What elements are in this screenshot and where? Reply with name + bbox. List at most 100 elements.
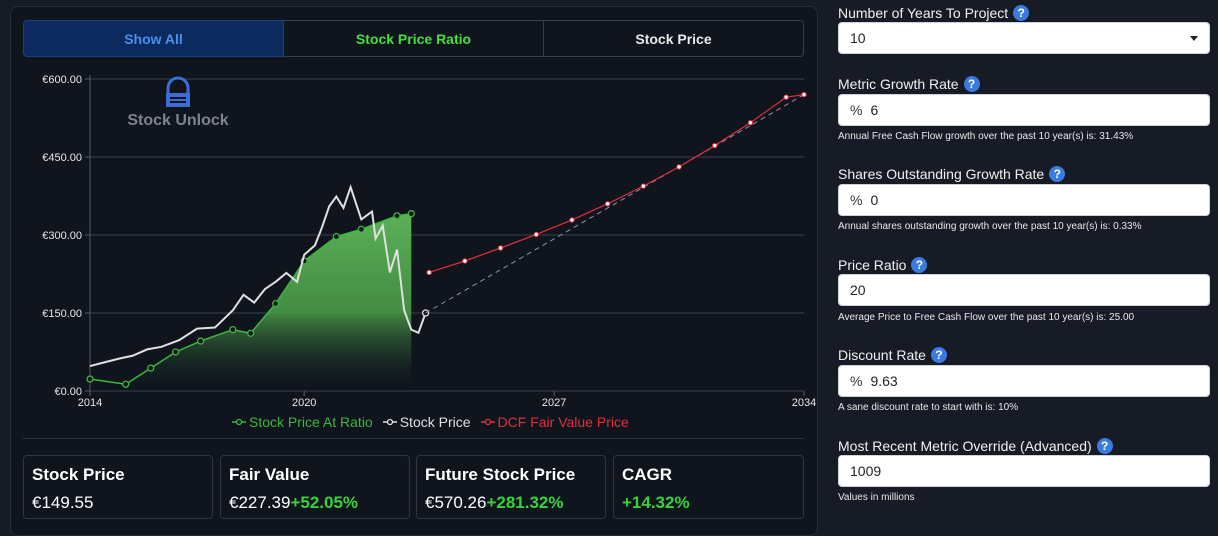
discount-value: 9.63: [870, 373, 898, 389]
help-icon[interactable]: ?: [1049, 166, 1066, 182]
dcf-point: [569, 217, 575, 223]
dcf-point: [462, 258, 468, 264]
price-ratio-label-text: Price Ratio: [838, 257, 907, 273]
ratio-point: [197, 337, 205, 345]
x-tick-label: 2034: [792, 397, 816, 409]
years-label: Number of Years To Project ?: [838, 5, 1030, 21]
price-series-line: [89, 184, 427, 368]
dcf-point: [533, 231, 539, 238]
stat-title: Fair Value: [229, 465, 310, 484]
stat-value: €570.26: [425, 493, 487, 512]
discount-hint: A sane discount rate to start with is: 1…: [838, 402, 1019, 413]
ratio-point: [332, 232, 340, 241]
metric-growth-input[interactable]: % 6: [838, 94, 1210, 126]
ratio-point: [357, 225, 365, 233]
legend-item-price[interactable]: Stock Price: [382, 414, 471, 430]
discount-label-text: Discount Rate: [838, 347, 926, 363]
dcf-point: [676, 164, 682, 170]
dcf-point: [497, 245, 504, 251]
watermark: Stock Unlock: [127, 76, 229, 129]
help-icon[interactable]: ?: [930, 347, 947, 363]
ratio-point: [246, 329, 255, 337]
chart: Stock Unlock €0.00 €150.00 €300.00 €450.00 €…: [42, 74, 816, 409]
shares-growth-label: Shares Outstanding Growth Rate ?: [838, 166, 1066, 182]
projection-trend-line: [425, 94, 805, 314]
legend-label-ratio: Stock Price At Ratio: [249, 414, 373, 430]
stat-value: €149.55: [32, 493, 94, 512]
override-value: 1009: [850, 463, 882, 479]
dcf-series-line: [428, 94, 805, 274]
legend-item-ratio[interactable]: Stock Price At Ratio: [232, 414, 373, 430]
help-icon[interactable]: ?: [911, 257, 928, 273]
override-input[interactable]: 1009: [838, 455, 1210, 487]
dcf-point: [783, 94, 789, 100]
discount-input[interactable]: % 9.63: [838, 365, 1210, 397]
y-tick-label: €0.00: [54, 386, 82, 398]
shares-growth-input[interactable]: % 0: [838, 184, 1210, 216]
stat-title: Stock Price: [32, 465, 125, 484]
stat-cagr: CAGR +14.32%: [613, 455, 804, 519]
chart-card: [10, 6, 818, 536]
override-label-text: Most Recent Metric Override (Advanced): [838, 438, 1092, 454]
stat-stock-price: Stock Price €149.55: [23, 455, 213, 519]
tab-show-all[interactable]: Show All: [23, 20, 284, 57]
y-tick-label: €450.00: [42, 152, 82, 164]
stat-value: €227.39: [229, 493, 291, 512]
percent-prefix: %: [850, 192, 863, 208]
percent-prefix: %: [850, 373, 863, 389]
watermark-text: Stock Unlock: [127, 112, 228, 129]
stat-future-price: Future Stock Price €570.26+281.32%: [416, 455, 606, 519]
metric-growth-label: Metric Growth Rate ?: [838, 76, 980, 92]
legend-label-price: Stock Price: [399, 414, 471, 430]
price-ratio-input[interactable]: 20: [838, 274, 1210, 306]
divider: [23, 438, 804, 439]
shares-growth-hint: Annual shares outstanding growth over th…: [838, 221, 1142, 232]
y-tick-label: €150.00: [42, 308, 82, 320]
x-tick-label: 2020: [292, 397, 316, 409]
ratio-point: [86, 375, 94, 383]
ratio-point: [122, 380, 130, 388]
help-icon[interactable]: ?: [1013, 5, 1030, 21]
stat-change: +281.32%: [486, 493, 564, 512]
help-icon[interactable]: ?: [1096, 438, 1113, 454]
ratio-area: [90, 213, 412, 391]
chevron-down-icon: [1190, 36, 1198, 41]
dcf-point: [604, 201, 611, 207]
ratio-point: [172, 348, 180, 356]
metric-growth-label-text: Metric Growth Rate: [838, 76, 959, 92]
dcf-point: [712, 142, 718, 149]
legend-label-dcf: DCF Fair Value Price: [497, 414, 629, 430]
override-label: Most Recent Metric Override (Advanced) ?: [838, 438, 1113, 454]
years-select[interactable]: 10: [838, 22, 1210, 54]
ratio-point: [393, 212, 401, 220]
price-ratio-value: 20: [850, 282, 866, 298]
dcf-point: [801, 91, 807, 98]
shares-growth-value: 0: [870, 192, 879, 208]
help-icon[interactable]: ?: [963, 76, 980, 92]
metric-growth-value: 6: [870, 102, 879, 118]
ratio-point: [229, 325, 237, 334]
dcf-point: [640, 183, 647, 189]
years-select-value: 10: [850, 30, 866, 46]
y-tick-label: €600.00: [42, 74, 82, 86]
years-label-text: Number of Years To Project: [838, 5, 1009, 21]
discount-label: Discount Rate ?: [838, 347, 947, 363]
stat-title: CAGR: [622, 465, 673, 484]
tab-stock-price-ratio[interactable]: Stock Price Ratio: [284, 20, 544, 57]
legend-item-dcf[interactable]: DCF Fair Value Price: [480, 414, 629, 430]
metric-growth-hint: Annual Free Cash Flow growth over the pa…: [838, 131, 1134, 142]
legend-line-white-icon: [382, 418, 397, 426]
x-tick-label: 2014: [78, 397, 102, 409]
dcf-point: [426, 269, 432, 276]
shares-growth-label-text: Shares Outstanding Growth Rate: [838, 166, 1045, 182]
stat-fair-value: Fair Value €227.39+52.05%: [220, 455, 410, 519]
chart-tabs: Show All Stock Price Ratio Stock Price: [23, 20, 804, 57]
y-tick-label: €300.00: [42, 230, 82, 242]
percent-prefix: %: [850, 102, 863, 118]
ratio-point: [147, 364, 155, 372]
stat-title: Future Stock Price: [425, 465, 576, 484]
stat-change: +14.32%: [622, 493, 690, 512]
tab-stock-price[interactable]: Stock Price: [544, 20, 804, 57]
price-ratio-label: Price Ratio ?: [838, 257, 928, 273]
chart-legend: Stock Price At Ratio Stock Price DCF Fai…: [232, 413, 629, 431]
